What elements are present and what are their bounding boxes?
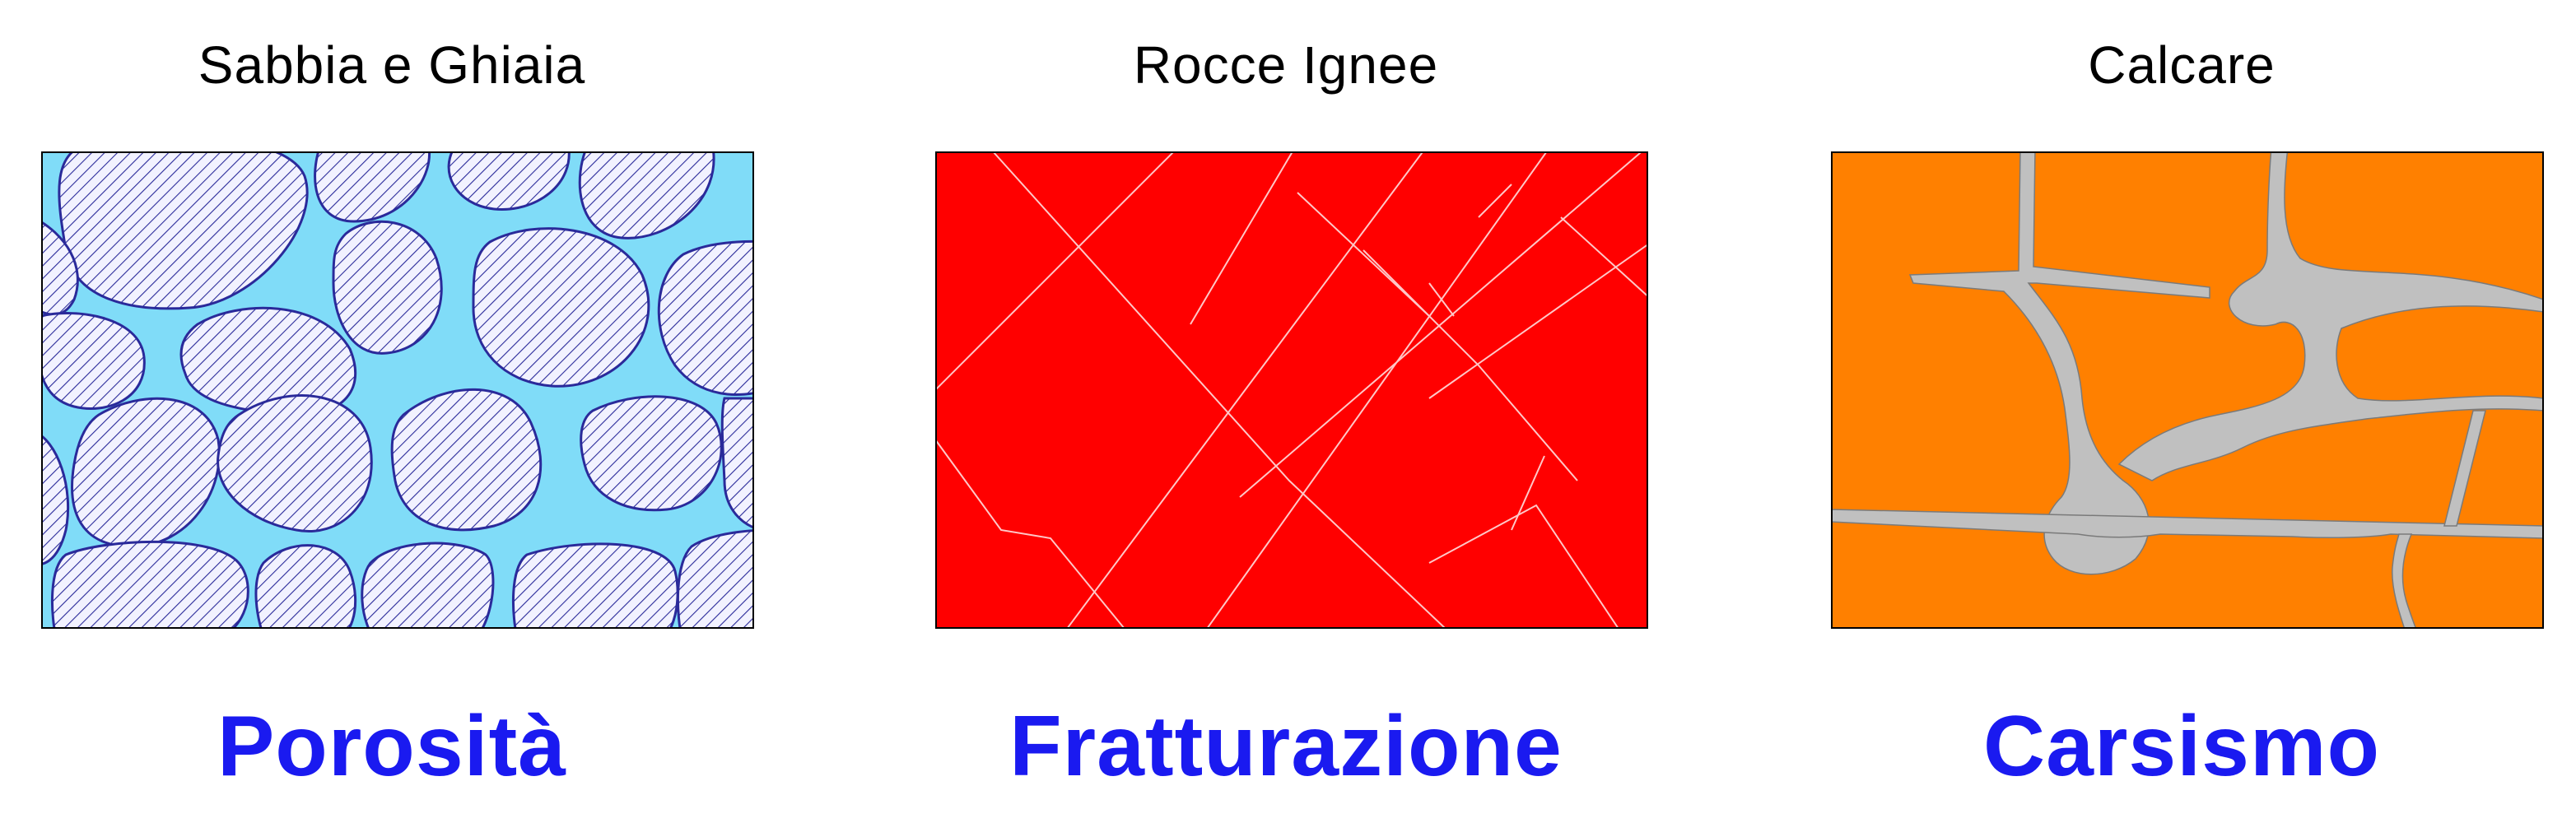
frame	[935, 151, 1648, 629]
grain	[332, 220, 443, 355]
fracture-line	[935, 151, 1176, 391]
fracture-line	[1560, 216, 1648, 298]
grain	[217, 394, 373, 532]
sand-gravel-figure	[41, 151, 754, 629]
panel-igneous-rocks: Rocce Ignee	[924, 0, 1648, 823]
grain	[578, 151, 715, 239]
limestone-illustration	[1831, 151, 2544, 629]
fracture-line	[1428, 243, 1648, 399]
grains	[41, 151, 754, 629]
fracture-line	[935, 439, 1125, 629]
grain	[58, 151, 309, 310]
panel-limestone: Calcare Carsismo	[1819, 0, 2544, 823]
conduit	[1908, 151, 2210, 575]
grain	[657, 239, 754, 397]
fracture-line	[1297, 192, 1430, 317]
panel-sand-gravel: Sabbia e Ghiaia	[30, 0, 754, 823]
panel-caption-porosita: Porosità	[217, 699, 567, 794]
igneous-rocks-illustration	[935, 151, 1648, 629]
panel-title: Calcare	[2088, 35, 2276, 95]
fracture-line	[1428, 282, 1455, 317]
grain	[676, 529, 754, 629]
fracture-line	[1239, 151, 1643, 498]
panel-caption-carsismo: Carsismo	[1983, 699, 2380, 794]
sand-gravel-illustration	[41, 151, 754, 629]
fracture-line	[1066, 151, 1424, 629]
frame	[1831, 151, 2544, 629]
grain	[71, 397, 221, 548]
panel-title: Rocce Ignee	[1133, 35, 1439, 95]
grain	[580, 395, 723, 512]
fracture-line	[992, 151, 1446, 629]
grain	[361, 542, 495, 629]
fracture-line	[1363, 249, 1578, 481]
grain	[720, 397, 754, 529]
panel-caption-fratturazione: Fratturazione	[1009, 699, 1563, 794]
fractures	[935, 151, 1648, 629]
frame	[41, 151, 754, 629]
fracture-line	[1206, 151, 1549, 629]
grain	[447, 151, 571, 211]
grain	[50, 540, 249, 629]
fracture-line	[1428, 504, 1619, 629]
fracture-line	[1478, 184, 1512, 218]
conduit	[2391, 533, 2417, 629]
grain	[390, 388, 543, 532]
grain	[254, 544, 356, 629]
limestone-background	[1831, 151, 2544, 629]
conduit	[1831, 509, 2544, 539]
igneous-rocks-figure	[935, 151, 1648, 629]
rock-background	[935, 151, 1648, 629]
fracture-line	[1190, 151, 1294, 325]
grain	[41, 312, 146, 410]
grain	[472, 227, 650, 388]
conduit	[2443, 410, 2486, 527]
grain	[511, 542, 679, 629]
panel-title: Sabbia e Ghiaia	[198, 35, 586, 95]
grain	[314, 151, 431, 223]
limestone-figure	[1831, 151, 2544, 629]
fracture-line	[1511, 455, 1545, 531]
